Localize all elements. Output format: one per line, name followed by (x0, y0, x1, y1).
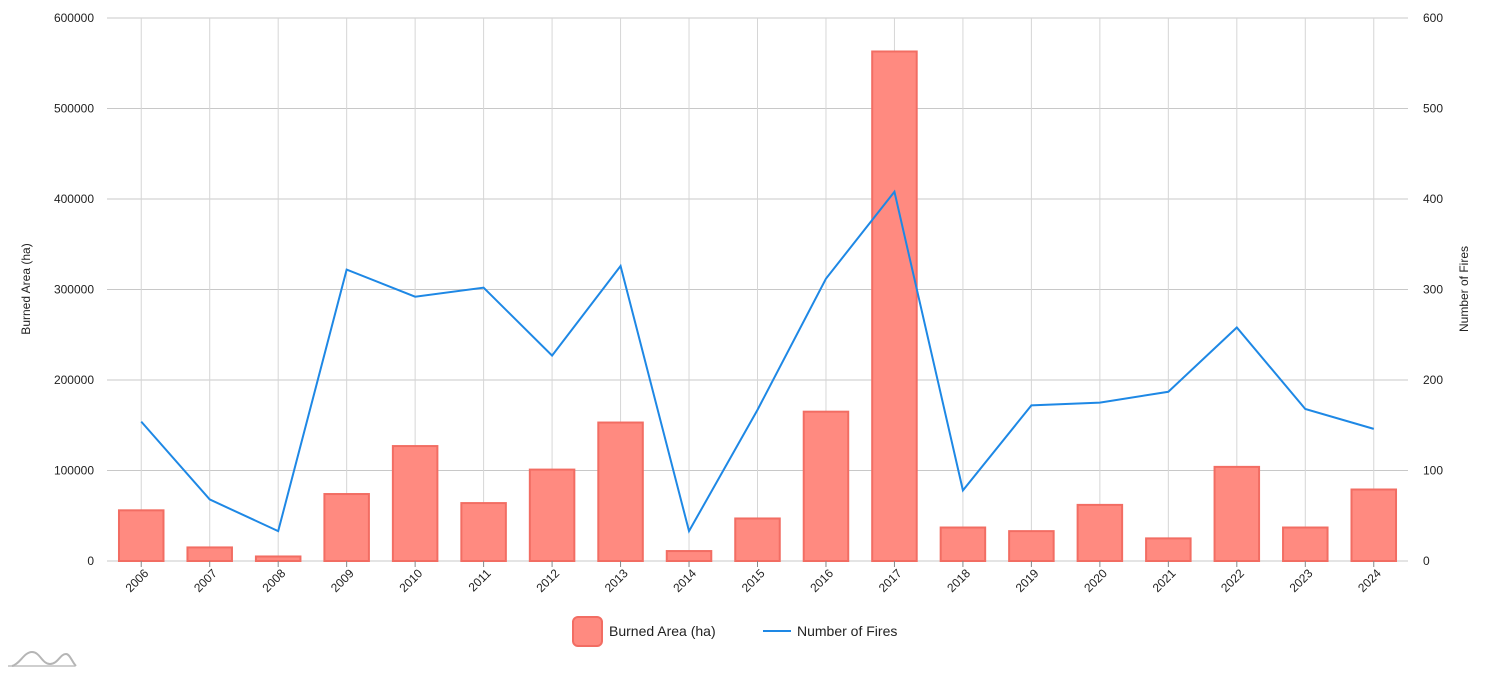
y-left-tick-label: 400000 (54, 192, 94, 206)
x-tick-label: 2013 (602, 566, 631, 595)
point-number-of-fires-2006[interactable] (138, 419, 144, 425)
bar-burned-area-2013[interactable] (597, 421, 644, 562)
bar-burned-area-2018[interactable] (939, 526, 987, 563)
x-tick-label: 2010 (396, 566, 425, 595)
bar-burned-area-2011[interactable] (460, 502, 507, 562)
bars-layer (117, 50, 1398, 563)
bar-burned-area-2021[interactable] (1145, 537, 1192, 562)
bar-burned-area-2012[interactable] (528, 468, 576, 562)
x-tick-label: 2021 (1150, 566, 1179, 595)
y-left-tick-label: 600000 (54, 11, 94, 25)
point-number-of-fires-2007[interactable] (207, 496, 213, 502)
y-right-tick-label: 600 (1423, 11, 1443, 25)
y-right-tick-label: 400 (1423, 192, 1443, 206)
legend-label-burned-area[interactable]: Burned Area (ha) (609, 623, 716, 639)
x-tick-label: 2023 (1287, 566, 1316, 595)
y-right-tick-label: 0 (1423, 554, 1430, 568)
point-number-of-fires-2010[interactable] (412, 294, 418, 300)
x-tick-label: 2009 (328, 566, 357, 595)
bar-burned-area-2020[interactable] (1076, 503, 1124, 563)
x-tick-label: 2017 (876, 566, 905, 595)
legend: Burned Area (ha) Number of Fires (572, 616, 897, 647)
point-number-of-fires-2011[interactable] (481, 285, 487, 291)
x-tick-label: 2007 (191, 566, 220, 595)
bar-burned-area-2008[interactable] (254, 555, 302, 562)
x-tick-label: 2019 (1013, 566, 1042, 595)
y-right-tick-label: 300 (1423, 283, 1443, 297)
y-left-tick-label: 300000 (54, 283, 94, 297)
bar-burned-area-2023[interactable] (1282, 526, 1329, 563)
x-tick-label: 2018 (944, 566, 973, 595)
point-number-of-fires-2024[interactable] (1371, 426, 1377, 432)
point-number-of-fires-2023[interactable] (1302, 406, 1308, 412)
bar-burned-area-2024[interactable] (1350, 488, 1398, 563)
y-left-tick-label: 100000 (54, 464, 94, 478)
bar-burned-area-2016[interactable] (802, 410, 850, 562)
point-number-of-fires-2014[interactable] (686, 528, 692, 534)
point-number-of-fires-2021[interactable] (1165, 389, 1171, 395)
point-number-of-fires-2013[interactable] (618, 263, 624, 269)
x-tick-label: 2020 (1081, 566, 1110, 595)
x-tick-label: 2022 (1218, 566, 1247, 595)
bar-burned-area-2017[interactable] (871, 50, 918, 563)
y-right-tick-label: 500 (1423, 102, 1443, 116)
point-number-of-fires-2017[interactable] (891, 189, 897, 195)
x-tick-label: 2006 (123, 566, 152, 595)
bar-burned-area-2022[interactable] (1213, 465, 1261, 563)
y-axis-right-title: Number of Fires (1457, 246, 1471, 332)
line-layer (138, 189, 1377, 534)
x-tick-label: 2015 (739, 566, 768, 595)
y-left-tick-label: 200000 (54, 373, 94, 387)
y-right-tick-label: 200 (1423, 373, 1443, 387)
point-number-of-fires-2015[interactable] (755, 407, 761, 413)
amcharts-logo-icon[interactable] (8, 650, 77, 667)
bar-burned-area-2014[interactable] (665, 550, 713, 562)
legend-swatch-burned-area[interactable] (572, 616, 603, 647)
grid-layer (107, 17, 1408, 562)
point-number-of-fires-2008[interactable] (275, 528, 281, 534)
point-number-of-fires-2022[interactable] (1234, 325, 1240, 331)
point-number-of-fires-2019[interactable] (1028, 402, 1034, 408)
bar-burned-area-2009[interactable] (323, 493, 370, 562)
x-tick-label: 2011 (466, 566, 494, 594)
legend-label-number-of-fires[interactable]: Number of Fires (797, 623, 897, 639)
point-number-of-fires-2009[interactable] (344, 267, 350, 273)
bar-burned-area-2006[interactable] (117, 509, 165, 563)
point-number-of-fires-2020[interactable] (1097, 400, 1103, 406)
x-tick-label: 2024 (1355, 566, 1384, 595)
bar-burned-area-2010[interactable] (391, 445, 439, 562)
point-number-of-fires-2016[interactable] (823, 276, 829, 282)
y-right-tick-label: 100 (1423, 464, 1443, 478)
point-number-of-fires-2012[interactable] (549, 353, 555, 359)
x-tick-label: 2014 (670, 566, 699, 595)
point-number-of-fires-2018[interactable] (960, 487, 966, 493)
line-number-of-fires[interactable] (140, 189, 1375, 534)
x-tick-label: 2008 (260, 566, 289, 595)
bar-burned-area-2015[interactable] (734, 517, 781, 563)
x-tick-label: 2012 (533, 566, 562, 595)
x-tick-label: 2016 (807, 566, 836, 595)
y-left-tick-label: 500000 (54, 102, 94, 116)
y-left-tick-label: 0 (87, 554, 94, 568)
bar-burned-area-2019[interactable] (1008, 530, 1055, 563)
y-axis-left-title: Burned Area (ha) (19, 243, 33, 334)
bar-burned-area-2007[interactable] (186, 546, 233, 562)
